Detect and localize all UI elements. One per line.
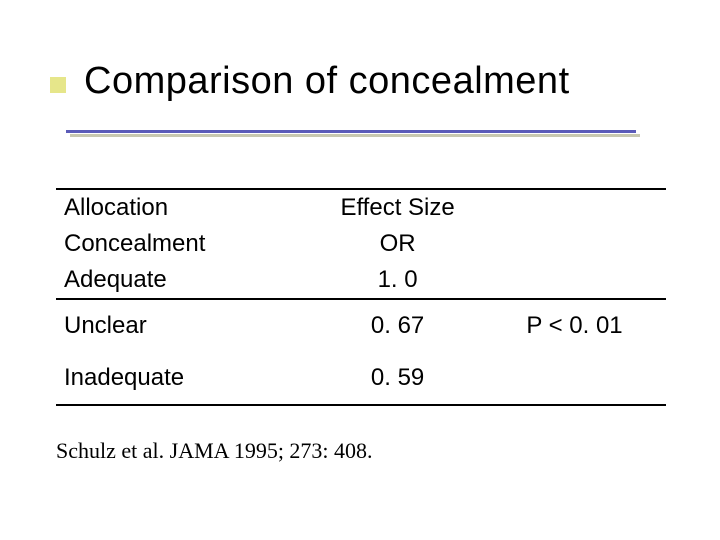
- table-row-p: P < 0. 01: [483, 299, 666, 352]
- concealment-table: Allocation Effect Size Concealment OR Ad…: [56, 188, 666, 406]
- table-row-or: 0. 67: [312, 299, 483, 352]
- table-row-or: 1. 0: [312, 262, 483, 299]
- title-block: Comparison of concealment: [50, 60, 570, 103]
- table-header-col2-line1: Effect Size: [312, 189, 483, 226]
- table-header-col1-line1: Allocation: [56, 189, 312, 226]
- table-row-label: Inadequate: [56, 352, 312, 405]
- table-row-p: [483, 262, 666, 299]
- table-header-col1-line2: Concealment: [56, 226, 312, 262]
- table-row-p: [483, 352, 666, 405]
- table-header-col3: [483, 189, 666, 226]
- table-row-label: Unclear: [56, 299, 312, 352]
- table-header-col2-line2: OR: [312, 226, 483, 262]
- table-row-label: Adequate: [56, 262, 312, 299]
- page-title: Comparison of concealment: [84, 60, 570, 103]
- citation: Schulz et al. JAMA 1995; 273: 408.: [56, 438, 373, 464]
- table-row-or: 0. 59: [312, 352, 483, 405]
- title-rule-shadow: [70, 134, 640, 137]
- title-rule: [66, 130, 636, 133]
- title-bullet-icon: [50, 77, 66, 93]
